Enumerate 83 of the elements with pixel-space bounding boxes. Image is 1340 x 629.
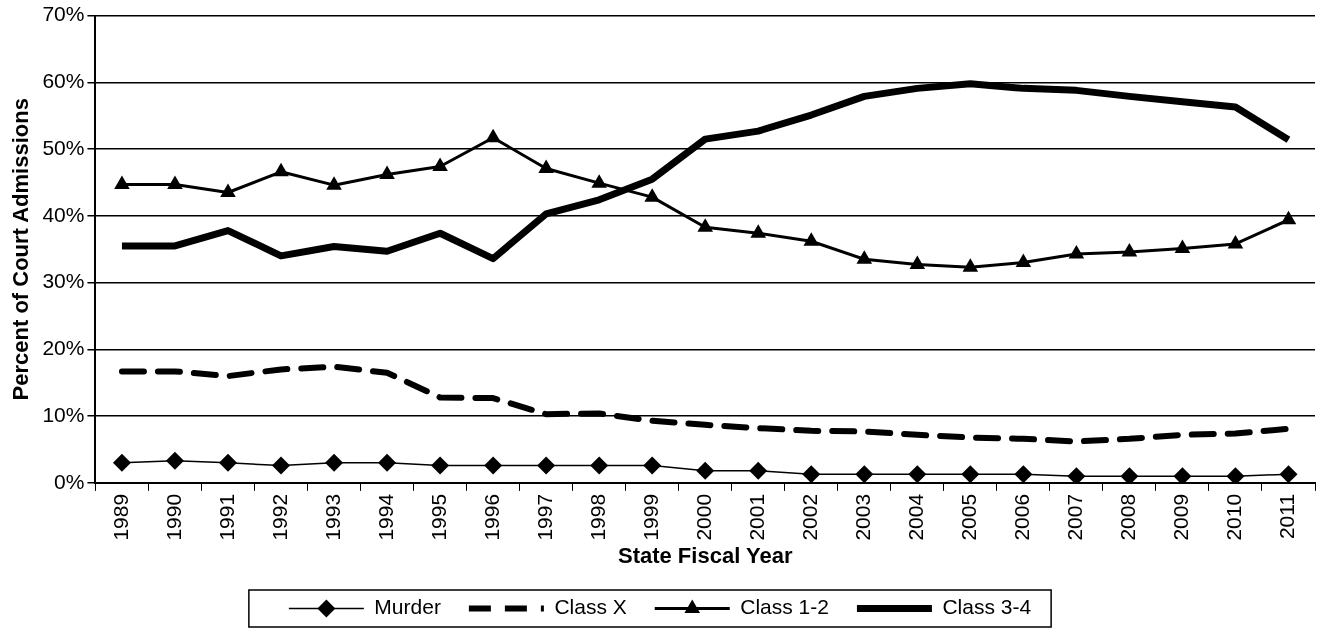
x-axis-title: State Fiscal Year xyxy=(617,542,793,568)
point xyxy=(590,456,609,475)
point xyxy=(1226,467,1245,483)
x-tick-label: 2010 xyxy=(1222,493,1246,541)
point xyxy=(273,162,289,177)
point xyxy=(1068,244,1085,259)
point xyxy=(537,456,556,475)
point xyxy=(1279,465,1298,483)
point xyxy=(1120,467,1139,483)
point xyxy=(909,255,926,270)
y-tick-label: 50% xyxy=(42,135,85,159)
point xyxy=(1014,465,1033,483)
point xyxy=(379,165,395,179)
point xyxy=(855,465,874,483)
point xyxy=(1227,234,1244,249)
point xyxy=(961,465,980,483)
point xyxy=(962,258,979,272)
x-tick-label: 2003 xyxy=(851,493,875,541)
legend-label: Murder xyxy=(374,595,441,619)
point xyxy=(114,175,130,189)
x-tick-label: 1991 xyxy=(214,493,238,541)
x-tick-label: 2008 xyxy=(1116,493,1140,541)
point xyxy=(220,183,236,197)
legend-label: Class 1-2 xyxy=(740,595,829,619)
x-tick-label: 2009 xyxy=(1169,493,1193,541)
y-axis-title: Percent of Court Admissions xyxy=(8,98,34,401)
y-tick-label: 20% xyxy=(42,336,85,360)
point xyxy=(1015,253,1032,268)
y-tick-label: 0% xyxy=(54,469,85,493)
point xyxy=(112,453,131,472)
point xyxy=(484,456,503,475)
point xyxy=(1174,239,1191,254)
point xyxy=(1173,467,1192,483)
y-tick-label: 40% xyxy=(42,202,85,226)
x-tick-label: 2004 xyxy=(904,493,928,541)
x-tick-label: 1999 xyxy=(638,493,662,541)
point xyxy=(643,456,662,475)
legend-label: Class X xyxy=(554,595,627,619)
x-tick-label: 1990 xyxy=(161,493,185,541)
point xyxy=(538,159,554,173)
point xyxy=(802,465,821,483)
point xyxy=(591,174,607,188)
point xyxy=(1280,210,1297,225)
point xyxy=(326,176,342,190)
point xyxy=(218,453,237,472)
point xyxy=(697,218,714,232)
point xyxy=(908,465,927,483)
x-tick-label: 1997 xyxy=(532,493,556,541)
x-tick-label: 2006 xyxy=(1010,493,1034,541)
point xyxy=(165,451,184,470)
point xyxy=(431,456,450,475)
x-tick-label: 1989 xyxy=(108,493,132,541)
y-tick-label: 60% xyxy=(42,69,85,93)
x-tick-label: 2002 xyxy=(798,493,822,541)
legend-label: Class 3-4 xyxy=(942,595,1032,619)
x-tick-label: 1995 xyxy=(426,493,450,541)
point xyxy=(750,224,767,238)
y-tick-label: 30% xyxy=(42,269,85,293)
point xyxy=(856,250,873,264)
point xyxy=(325,453,344,472)
x-tick-label: 1998 xyxy=(585,493,609,541)
point xyxy=(644,188,660,202)
x-tick-label: 2005 xyxy=(957,493,981,541)
x-tick-label: 2011 xyxy=(1275,493,1299,540)
point xyxy=(432,157,448,171)
x-tick-label: 2001 xyxy=(745,493,769,541)
point xyxy=(378,453,397,472)
point xyxy=(803,232,820,246)
point xyxy=(1067,467,1086,483)
y-tick-label: 10% xyxy=(42,402,85,426)
x-tick-label: 2007 xyxy=(1063,493,1087,541)
point xyxy=(749,461,768,480)
point xyxy=(167,175,183,189)
point xyxy=(485,128,501,143)
point xyxy=(272,456,291,475)
x-tick-label: 1993 xyxy=(320,493,344,541)
point xyxy=(1121,242,1138,257)
point xyxy=(696,461,715,480)
x-tick-label: 1996 xyxy=(479,493,503,541)
y-tick-label: 70% xyxy=(42,2,85,26)
x-tick-label: 2000 xyxy=(692,493,716,541)
x-tick-label: 1994 xyxy=(373,493,397,541)
x-tick-label: 1992 xyxy=(267,493,291,541)
